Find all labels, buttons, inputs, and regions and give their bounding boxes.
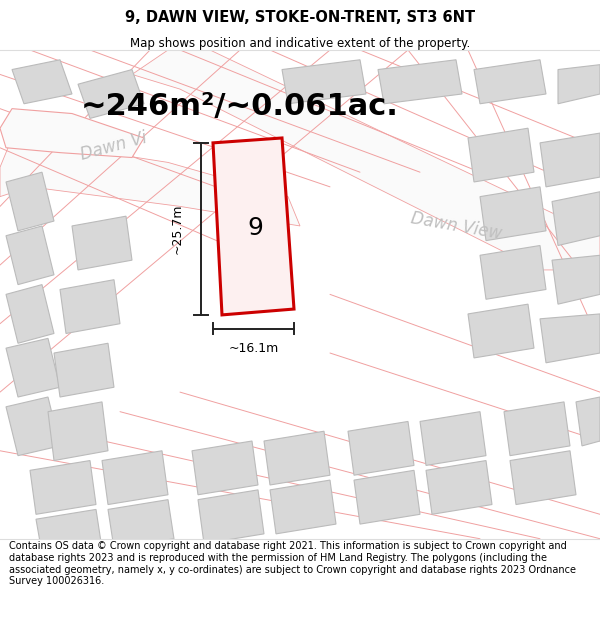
Polygon shape <box>6 397 60 456</box>
Polygon shape <box>552 255 600 304</box>
Text: ~246m²/~0.061ac.: ~246m²/~0.061ac. <box>81 92 399 121</box>
Polygon shape <box>0 138 300 226</box>
Polygon shape <box>12 60 72 104</box>
Text: Dawn Vi: Dawn Vi <box>79 127 155 164</box>
Polygon shape <box>30 461 96 514</box>
Polygon shape <box>552 192 600 246</box>
Polygon shape <box>213 138 294 315</box>
Polygon shape <box>504 402 570 456</box>
Polygon shape <box>78 69 144 118</box>
Text: ~25.7m: ~25.7m <box>170 204 184 254</box>
Text: Map shows position and indicative extent of the property.: Map shows position and indicative extent… <box>130 38 470 51</box>
Text: ~16.1m: ~16.1m <box>229 342 278 354</box>
Polygon shape <box>426 461 492 514</box>
Polygon shape <box>282 60 366 104</box>
Text: Dawn View: Dawn View <box>409 209 503 243</box>
Polygon shape <box>558 64 600 104</box>
Polygon shape <box>6 226 54 284</box>
Polygon shape <box>192 441 258 495</box>
Text: 9: 9 <box>247 216 263 241</box>
Polygon shape <box>474 60 546 104</box>
Polygon shape <box>48 402 108 461</box>
Polygon shape <box>540 314 600 362</box>
Polygon shape <box>36 509 102 553</box>
Polygon shape <box>480 246 546 299</box>
Polygon shape <box>420 412 486 466</box>
Polygon shape <box>576 397 600 446</box>
Polygon shape <box>72 216 132 270</box>
Text: 9, DAWN VIEW, STOKE-ON-TRENT, ST3 6NT: 9, DAWN VIEW, STOKE-ON-TRENT, ST3 6NT <box>125 10 475 25</box>
Polygon shape <box>354 471 420 524</box>
Polygon shape <box>54 343 114 397</box>
Polygon shape <box>132 50 600 270</box>
Polygon shape <box>510 451 576 504</box>
Polygon shape <box>468 304 534 358</box>
Polygon shape <box>540 133 600 187</box>
Polygon shape <box>198 490 264 544</box>
Polygon shape <box>0 109 144 158</box>
Polygon shape <box>6 284 54 343</box>
Polygon shape <box>6 338 60 397</box>
Polygon shape <box>378 60 462 104</box>
Polygon shape <box>6 172 54 231</box>
Polygon shape <box>108 499 174 549</box>
Polygon shape <box>60 280 120 334</box>
Polygon shape <box>270 480 336 534</box>
Text: Contains OS data © Crown copyright and database right 2021. This information is : Contains OS data © Crown copyright and d… <box>9 541 576 586</box>
Polygon shape <box>264 431 330 485</box>
Polygon shape <box>102 451 168 504</box>
Polygon shape <box>480 187 546 241</box>
Polygon shape <box>468 128 534 182</box>
Polygon shape <box>348 421 414 475</box>
